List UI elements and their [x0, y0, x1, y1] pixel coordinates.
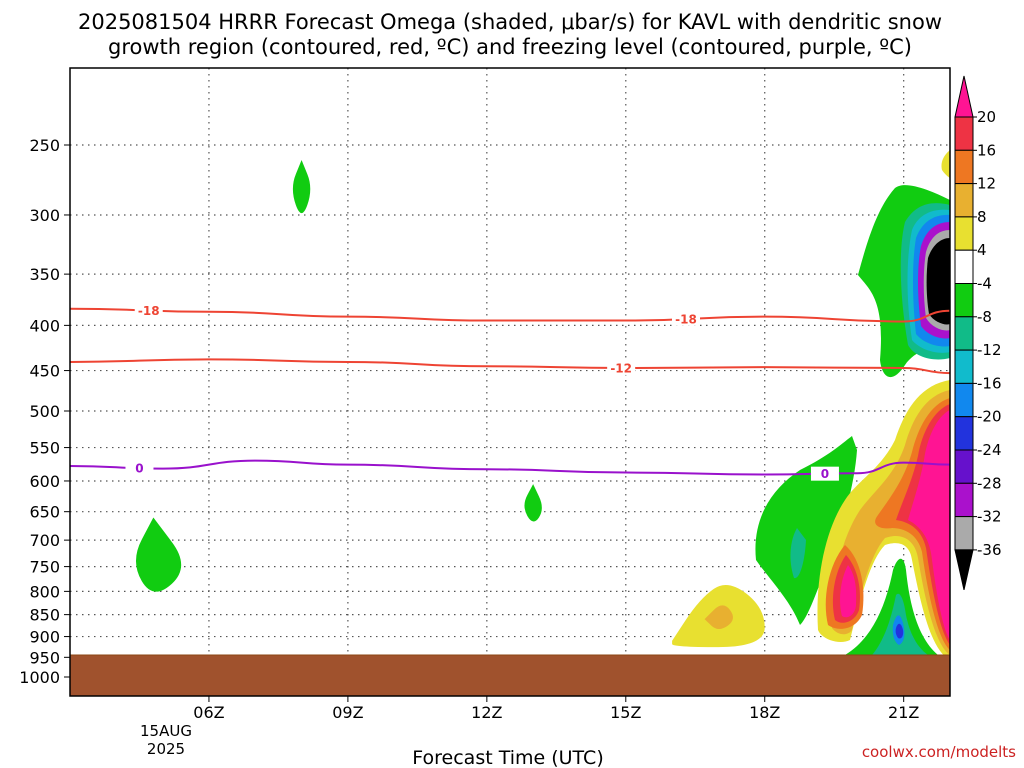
y-tick-label: 550	[29, 439, 60, 458]
omega-region-surface-navy	[895, 623, 904, 639]
contour-label: -12	[610, 361, 632, 375]
contour-label: -18	[675, 312, 697, 326]
x-date-label-day: 15AUG	[140, 722, 192, 740]
omega-region	[704, 605, 733, 629]
y-tick-label: 650	[29, 503, 60, 522]
colorbar-segment	[954, 449, 974, 484]
y-tick-label: 750	[29, 558, 60, 577]
colorbar-segment	[954, 316, 974, 351]
y-tick-label: 850	[29, 606, 60, 625]
x-tick-label: 06Z	[193, 703, 224, 722]
y-tick-label: 700	[29, 531, 60, 550]
colorbar-label: -24	[977, 441, 1002, 459]
omega-colorbar: 20 16 12 8 4 -4 -8 -12 -16 -20 -24 -28 -32 -36	[954, 75, 1002, 591]
temperature-contours: -18 -18 -12 0 0	[70, 303, 950, 481]
y-tick-label: 300	[29, 206, 60, 225]
x-tick-label: 21Z	[888, 703, 919, 722]
omega-region-lower-teal	[790, 528, 806, 579]
omega-region	[136, 517, 182, 592]
omega-region-cell-magenta	[840, 565, 857, 618]
colorbar-label: -20	[977, 408, 1002, 426]
y-tick-label: 800	[29, 582, 60, 601]
contour-label-bg	[672, 311, 700, 326]
x-tick-label: 09Z	[332, 703, 363, 722]
omega-region	[292, 160, 311, 214]
colorbar-segment	[954, 382, 974, 418]
x-tick-label: 18Z	[749, 703, 780, 722]
y-tick-label: 900	[29, 628, 60, 647]
contour-label: -18	[138, 304, 160, 318]
colorbar-label: -8	[977, 308, 992, 326]
colorbar-label: -16	[977, 374, 1002, 392]
colorbar-bottom-arrow	[954, 549, 974, 591]
omega-shading	[755, 150, 950, 660]
colorbar-label: 4	[977, 241, 987, 259]
colorbar-label: -4	[977, 275, 992, 293]
axes: 250 300 350 400 450 500 550 600 650 700 750 800 850 9…	[19, 136, 919, 722]
colorbar-segment	[954, 482, 974, 518]
colorbar-segment	[954, 249, 974, 284]
colorbar-label: 20	[977, 108, 996, 126]
omega-region	[524, 484, 542, 522]
omega-region-lower-magenta	[908, 410, 950, 640]
y-tick-label: 400	[29, 316, 60, 335]
y-tick-label: 350	[29, 265, 60, 284]
omega-simple-regions	[136, 160, 765, 648]
freezing-level-contour	[70, 459, 950, 476]
colorbar-segment	[954, 516, 974, 551]
y-tick-label: 250	[29, 136, 60, 155]
terrain-ground	[70, 655, 950, 696]
omega-region-lower-green	[755, 436, 857, 625]
colorbar-top-arrow	[954, 75, 974, 118]
chart-title-line-2: growth region (contoured, red, ºC) and f…	[108, 35, 912, 59]
colorbar-label: 12	[977, 175, 996, 193]
colorbar-segment	[954, 216, 974, 251]
colorbar-segment	[954, 116, 974, 151]
colorbar-segment	[954, 416, 974, 451]
x-axis-title: Forecast Time (UTC)	[412, 747, 603, 768]
colorbar-segment	[954, 149, 974, 185]
contour-label-bg	[607, 360, 636, 375]
x-date-label-year: 2025	[147, 740, 185, 758]
y-tick-label: 450	[29, 362, 60, 381]
colorbar-label: -36	[977, 541, 1002, 559]
omega-region-upper-black	[926, 238, 950, 325]
colorbar-segment	[954, 183, 974, 218]
colorbar-segment	[954, 349, 974, 384]
colorbar-label: -32	[977, 508, 1002, 526]
contour-label: 0	[821, 467, 829, 481]
colorbar-label: 16	[977, 141, 996, 159]
y-tick-label: 1000	[19, 668, 60, 687]
colorbar-label: -12	[977, 341, 1002, 359]
site-credit: coolwx.com/modelts	[862, 743, 1016, 761]
chart-title-line-1: 2025081504 HRRR Forecast Omega (shaded, …	[78, 10, 942, 34]
contour-label: 0	[135, 461, 143, 475]
contour-label-bg	[125, 460, 154, 475]
colorbar-segment	[954, 283, 974, 318]
y-tick-label: 500	[29, 402, 60, 421]
temperature-contour	[70, 307, 950, 323]
y-tick-label: 600	[29, 472, 60, 491]
colorbar-label: 8	[977, 208, 987, 226]
omega-region-surface-green	[845, 558, 938, 655]
x-tick-label: 12Z	[471, 703, 502, 722]
contour-label-bg	[810, 466, 839, 481]
y-tick-label: 950	[29, 648, 60, 667]
omega-region-top-yellow	[941, 150, 950, 178]
colorbar-label: -28	[977, 474, 1002, 492]
plot-frame	[69, 67, 951, 697]
x-tick-label: 15Z	[610, 703, 641, 722]
contour-label-bg	[134, 303, 163, 318]
temperature-contour	[70, 358, 950, 375]
